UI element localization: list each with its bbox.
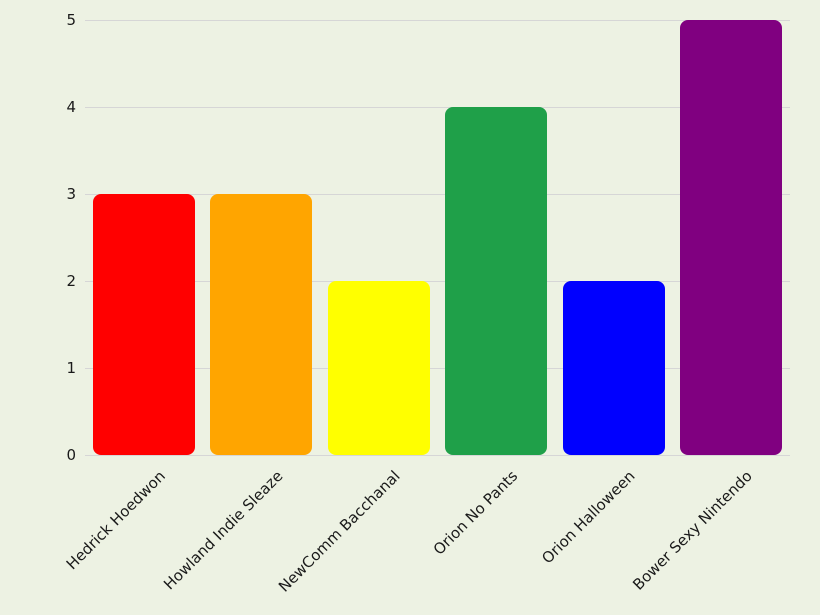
gridline-y-0 [85, 455, 790, 456]
gridline-y-4 [85, 107, 790, 108]
x-axis-tick-label: Bower Sexy Nintendo [629, 467, 756, 594]
bar-4 [445, 107, 548, 455]
y-axis-tick-label: 4 [66, 98, 76, 116]
gridline-y-3 [85, 194, 790, 195]
y-axis-tick-label: 5 [66, 11, 76, 29]
y-axis-tick-label: 1 [66, 359, 76, 377]
x-axis-tick-label: Orion Halloween [538, 467, 639, 568]
bar-6 [680, 20, 783, 455]
gridline-y-1 [85, 368, 790, 369]
bar-2 [210, 194, 313, 455]
y-axis-tick-label: 3 [66, 185, 76, 203]
bar-3 [327, 281, 430, 455]
gridline-y-2 [85, 281, 790, 282]
x-axis-tick-label: Orion No Pants [429, 467, 521, 559]
gridline-y-5 [85, 20, 790, 21]
bar-1 [92, 194, 195, 455]
x-axis-tick-label: Howland Indie Sleaze [159, 467, 286, 594]
x-axis-tick-label: NewComm Bacchanal [274, 467, 404, 596]
bar-5 [562, 281, 665, 455]
y-axis-tick-label: 0 [66, 446, 76, 464]
y-axis-tick-label: 2 [66, 272, 76, 290]
x-axis-tick-label: Hedrick Hoedwon [62, 467, 169, 574]
